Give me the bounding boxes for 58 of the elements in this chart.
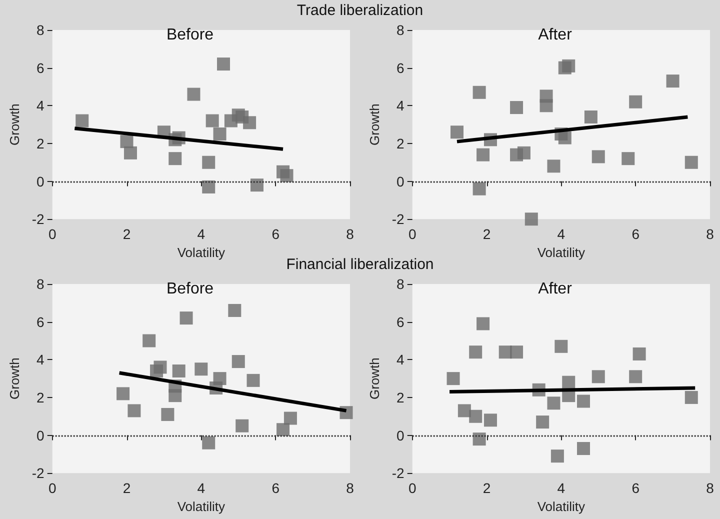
- text: Trade liberalization: [296, 2, 424, 19]
- y-tick-label: 6: [396, 314, 405, 330]
- x-tick-label: 2: [122, 480, 131, 496]
- x-tick-label: 8: [706, 226, 714, 242]
- y-tick-label: 8: [36, 276, 45, 292]
- x-tick-label: 0: [48, 480, 56, 496]
- x-axis-title: Volatility: [177, 499, 226, 514]
- y-tick-label: 8: [396, 276, 405, 292]
- chart-title: Before: [166, 280, 214, 298]
- x-tick-label: 4: [197, 226, 206, 242]
- y-axis-title: Growth: [367, 358, 382, 400]
- x-axis-title: Volatility: [177, 245, 226, 260]
- y-tick-label: 4: [36, 352, 45, 368]
- y-tick-label: 2: [36, 389, 45, 406]
- y-tick-label: -2: [32, 465, 45, 482]
- x-tick-label: 6: [632, 226, 640, 242]
- x-tick-label: 0: [408, 226, 416, 242]
- x-tick-label: 6: [272, 480, 280, 496]
- text: Financial liberalization: [286, 256, 434, 273]
- y-tick-label: 0: [396, 427, 405, 444]
- y-tick-label: 8: [396, 22, 405, 38]
- x-tick-label: 2: [482, 480, 491, 496]
- chart-title: Before: [166, 26, 214, 44]
- y-tick-label: 0: [36, 427, 45, 444]
- x-axis-title: Volatility: [537, 499, 586, 514]
- y-tick-label: 2: [36, 135, 45, 152]
- y-tick-label: 0: [36, 173, 45, 190]
- y-tick-label: -2: [392, 465, 405, 482]
- x-tick-label: 8: [346, 480, 354, 496]
- y-axis-title: Growth: [7, 358, 22, 400]
- x-tick-label: 6: [272, 226, 280, 242]
- x-tick-label: 0: [48, 226, 56, 242]
- y-tick-label: 0: [396, 173, 405, 190]
- y-tick-label: 2: [396, 389, 405, 406]
- chart-title: After: [538, 26, 573, 44]
- y-tick-label: 6: [396, 60, 405, 76]
- y-axis-title: Growth: [367, 104, 382, 146]
- chart-title: After: [538, 280, 573, 298]
- y-tick-label: 4: [36, 98, 45, 114]
- y-axis-title: Growth: [7, 104, 22, 146]
- y-tick-label: 2: [396, 135, 405, 152]
- y-tick-label: -2: [32, 211, 45, 228]
- y-tick-label: 4: [396, 98, 405, 114]
- x-tick-label: 0: [408, 480, 416, 496]
- x-tick-label: 4: [557, 226, 566, 242]
- y-tick-label: 8: [36, 22, 45, 38]
- x-tick-label: 2: [122, 226, 131, 242]
- x-tick-label: 8: [706, 480, 714, 496]
- x-tick-label: 8: [346, 226, 354, 242]
- x-tick-label: 2: [482, 226, 491, 242]
- y-tick-label: 6: [36, 60, 45, 76]
- y-tick-label: -2: [392, 211, 405, 228]
- x-tick-label: 4: [557, 480, 566, 496]
- x-tick-label: 6: [632, 480, 640, 496]
- x-tick-label: 4: [197, 480, 206, 496]
- y-tick-label: 4: [396, 352, 405, 368]
- y-tick-label: 6: [36, 314, 45, 330]
- x-axis-title: Volatility: [537, 245, 586, 260]
